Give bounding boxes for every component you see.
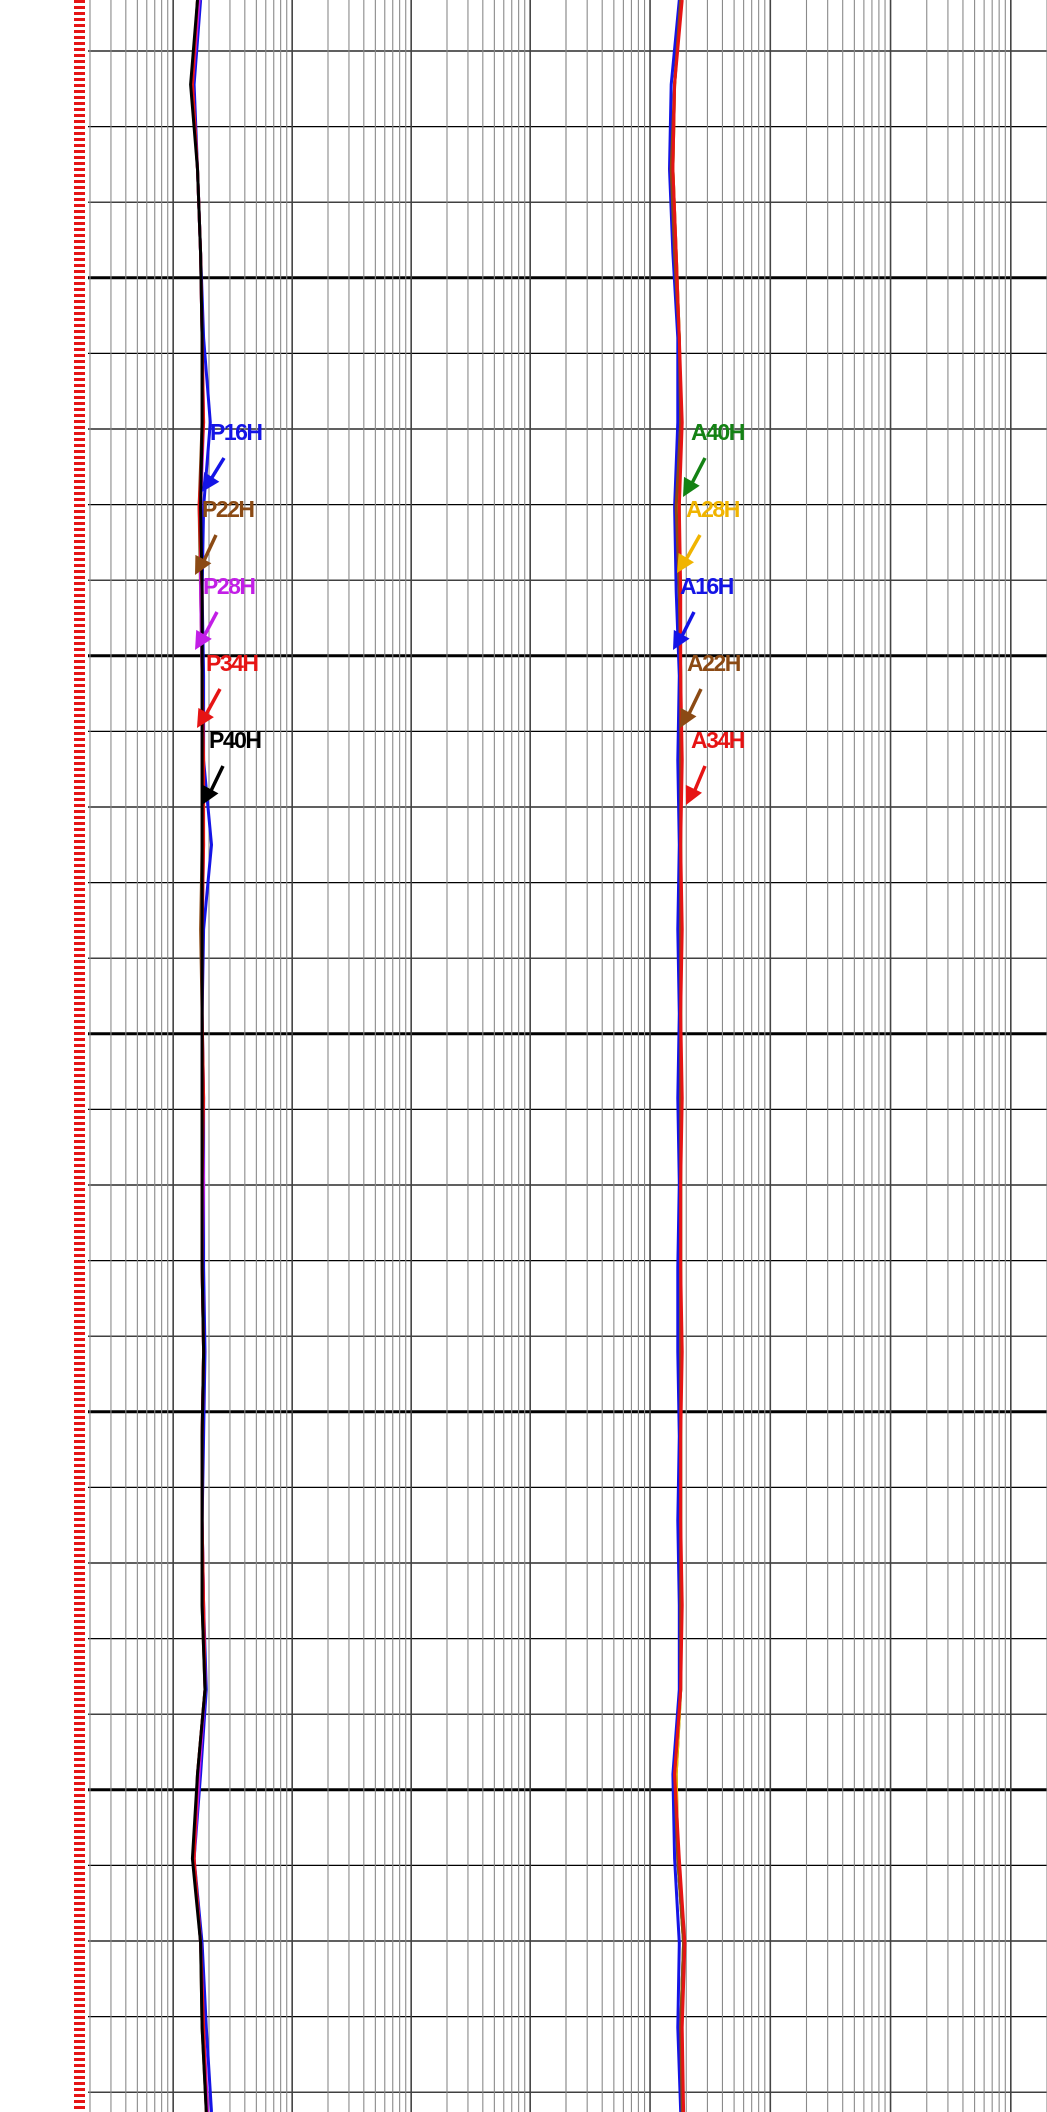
curve-label: A34H <box>691 727 745 753</box>
curve-label: P28H <box>203 573 255 599</box>
label-arrowhead <box>685 784 702 805</box>
curve-label: A40H <box>691 419 745 445</box>
label-arrowhead <box>197 707 214 728</box>
log-curve <box>668 0 683 2112</box>
curve-label: A22H <box>687 650 741 676</box>
label-arrowhead <box>202 784 219 805</box>
curve-label: P16H <box>210 419 262 445</box>
label-arrowhead <box>195 554 212 575</box>
label-arrowhead <box>677 552 695 573</box>
label-arrowhead <box>683 476 700 497</box>
label-arrowhead <box>195 629 212 650</box>
curve-label: P34H <box>206 650 258 676</box>
log-curve <box>671 0 687 2112</box>
log-curve <box>189 0 208 2112</box>
curve-label: A28H <box>686 496 740 522</box>
curve-label: A16H <box>680 573 734 599</box>
label-arrowhead <box>202 471 220 492</box>
curve-label: P40H <box>209 727 261 753</box>
curve-label: P22H <box>202 496 254 522</box>
label-arrowhead <box>673 629 690 650</box>
depth-strip <box>74 0 85 2112</box>
label-arrowhead <box>680 707 697 728</box>
